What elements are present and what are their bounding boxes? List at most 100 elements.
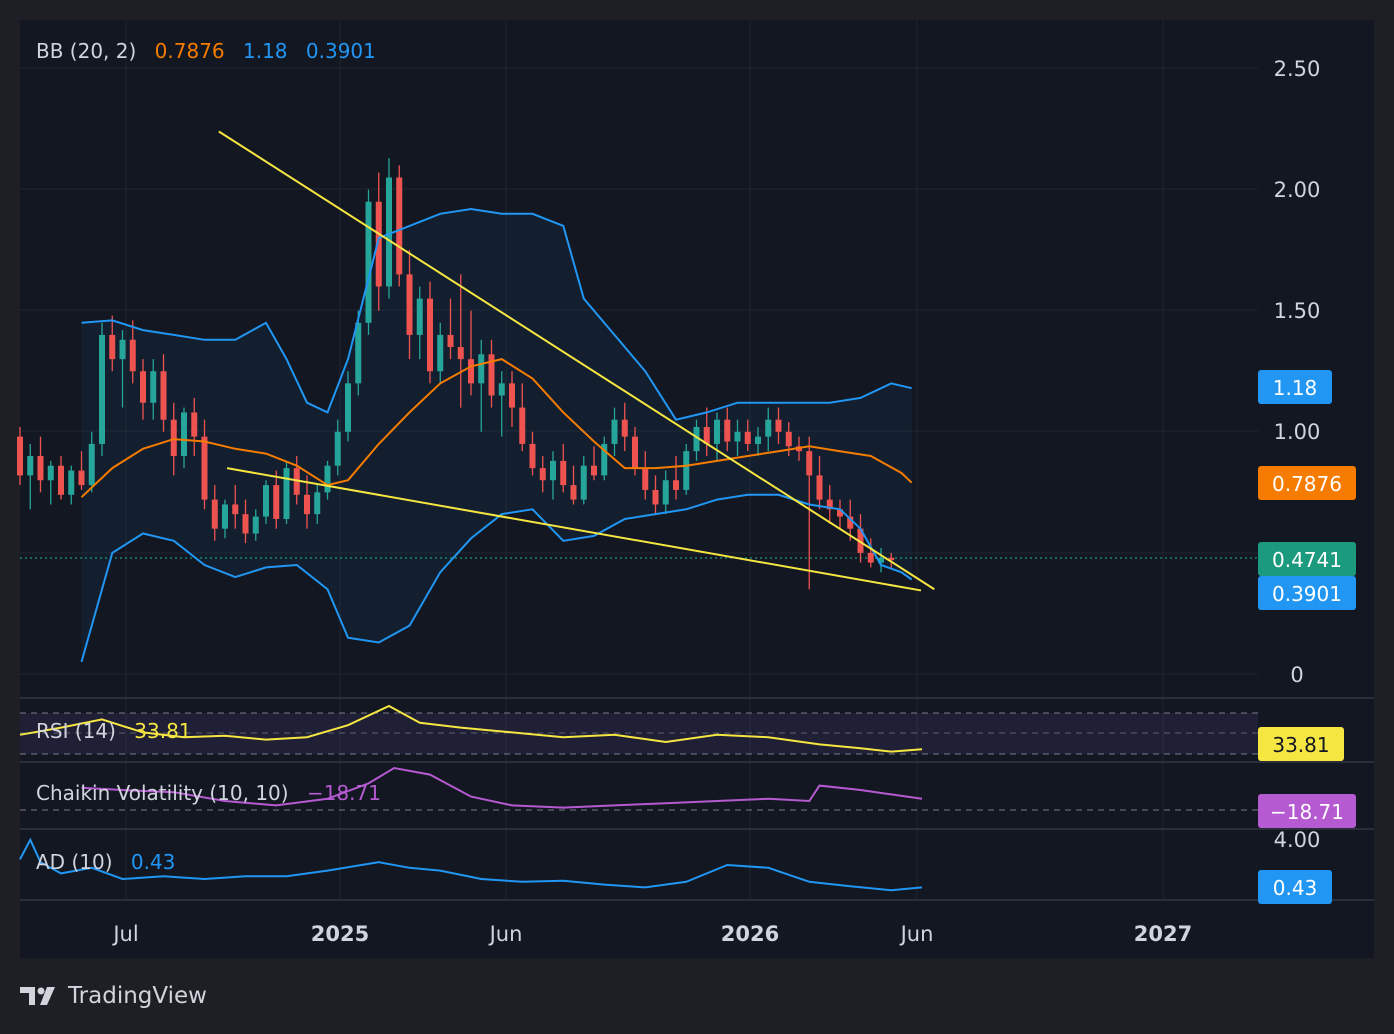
ad-legend[interactable]: AD (10) 0.43 (36, 850, 175, 874)
candle-5[interactable] (68, 465, 75, 505)
candle-8[interactable] (99, 322, 105, 457)
candle-18[interactable] (201, 419, 208, 510)
candle-24[interactable] (263, 480, 269, 524)
candle-63[interactable] (662, 470, 669, 515)
rsi-line[interactable] (19, 704, 923, 753)
candle-78[interactable] (816, 456, 823, 510)
candle-6[interactable] (78, 451, 85, 490)
candle-23[interactable] (252, 509, 259, 541)
candle-72[interactable] (755, 426, 761, 457)
chaikin-legend[interactable]: Chaikin Volatility (10, 10) −18.71 (36, 781, 381, 805)
candle-50[interactable] (529, 431, 536, 476)
candle-25[interactable] (273, 470, 280, 529)
bb-basis-line[interactable] (80, 358, 913, 498)
candle-33[interactable] (355, 310, 362, 396)
candle-28[interactable] (304, 475, 310, 529)
candle-17[interactable] (191, 397, 198, 457)
candle-26[interactable] (283, 460, 290, 524)
bb-legend[interactable]: BB (20, 2) 0.7876 1.18 0.3901 (36, 39, 376, 63)
candle-11[interactable] (129, 320, 136, 384)
candle-59[interactable] (621, 402, 628, 452)
candle-73[interactable] (765, 407, 772, 452)
candle-12[interactable] (140, 359, 146, 420)
candle-71[interactable] (744, 419, 751, 452)
candle-21[interactable] (232, 485, 239, 529)
candle-14[interactable] (160, 354, 167, 432)
candle-84[interactable] (878, 548, 884, 573)
ad-line[interactable] (19, 837, 923, 892)
candle-79[interactable] (826, 485, 833, 524)
candle-43[interactable] (457, 274, 464, 408)
candle-4[interactable] (58, 456, 64, 500)
candle-66[interactable] (693, 419, 700, 461)
candle-38[interactable] (406, 250, 413, 360)
candle-3[interactable] (47, 460, 54, 505)
candle-44[interactable] (468, 310, 474, 396)
candle-30[interactable] (324, 460, 331, 500)
candle-56[interactable] (591, 446, 597, 481)
tradingview-brand[interactable]: TradingView (20, 978, 207, 1014)
candle-20[interactable] (222, 499, 228, 539)
candle-0[interactable] (17, 426, 23, 486)
candle-83[interactable] (867, 538, 874, 568)
candle-39[interactable] (416, 286, 423, 360)
candle-74[interactable] (775, 407, 782, 444)
candle-47[interactable] (498, 371, 505, 437)
candle-85[interactable] (888, 552, 895, 568)
candle-body (375, 201, 382, 287)
candle-52[interactable] (550, 451, 556, 500)
candle-36[interactable] (386, 158, 392, 299)
candle-9[interactable] (109, 315, 116, 372)
candle-68[interactable] (714, 412, 720, 461)
candle-65[interactable] (683, 443, 690, 495)
trendline-lower[interactable] (226, 467, 922, 592)
candle-54[interactable] (570, 465, 577, 505)
candle-70[interactable] (734, 419, 741, 457)
rsi-legend[interactable]: RSI (14) 33.81 (36, 719, 192, 743)
candle-body (191, 412, 198, 437)
candle-32[interactable] (345, 371, 351, 442)
candle-77[interactable] (806, 436, 813, 590)
candle-80[interactable] (837, 499, 843, 529)
bb-lower-line[interactable] (80, 493, 913, 663)
candle-82[interactable] (857, 514, 864, 563)
candle-55[interactable] (580, 456, 587, 505)
candle-62[interactable] (652, 475, 659, 515)
candle-19[interactable] (211, 485, 218, 541)
candle-13[interactable] (150, 359, 157, 420)
candle-2[interactable] (37, 436, 44, 493)
candlestick-series[interactable] (17, 158, 895, 590)
candle-29[interactable] (314, 485, 321, 524)
candle-64[interactable] (673, 456, 679, 500)
candle-46[interactable] (488, 339, 495, 408)
candle-53[interactable] (560, 443, 567, 493)
chaikin-line[interactable] (81, 766, 923, 809)
candle-7[interactable] (88, 431, 95, 493)
candle-45[interactable] (478, 339, 485, 432)
trendline-upper[interactable] (218, 130, 935, 591)
candle-51[interactable] (539, 456, 546, 493)
candle-69[interactable] (724, 407, 731, 452)
time-axis[interactable]: Jul 2025 Jun 2026 Jun 2027 (111, 922, 1192, 946)
bb-upper-line[interactable] (81, 207, 912, 421)
candle-48[interactable] (509, 371, 515, 427)
candle-58[interactable] (611, 407, 618, 457)
candle-16[interactable] (181, 407, 187, 469)
candle-42[interactable] (447, 298, 454, 360)
candle-37[interactable] (396, 165, 403, 287)
candle-22[interactable] (242, 499, 249, 544)
candle-1[interactable] (27, 443, 34, 510)
candle-61[interactable] (642, 451, 649, 500)
candle-41[interactable] (437, 322, 444, 384)
candle-67[interactable] (703, 407, 710, 457)
candle-10[interactable] (119, 330, 126, 408)
candle-57[interactable] (601, 436, 608, 481)
price-axis[interactable]: 2.50 2.00 1.50 1.00 0 (1274, 57, 1321, 687)
candle-body (857, 528, 864, 553)
candle-34[interactable] (365, 189, 372, 335)
candle-40[interactable] (427, 281, 433, 384)
candle-31[interactable] (334, 419, 341, 476)
candle-49[interactable] (519, 383, 526, 452)
